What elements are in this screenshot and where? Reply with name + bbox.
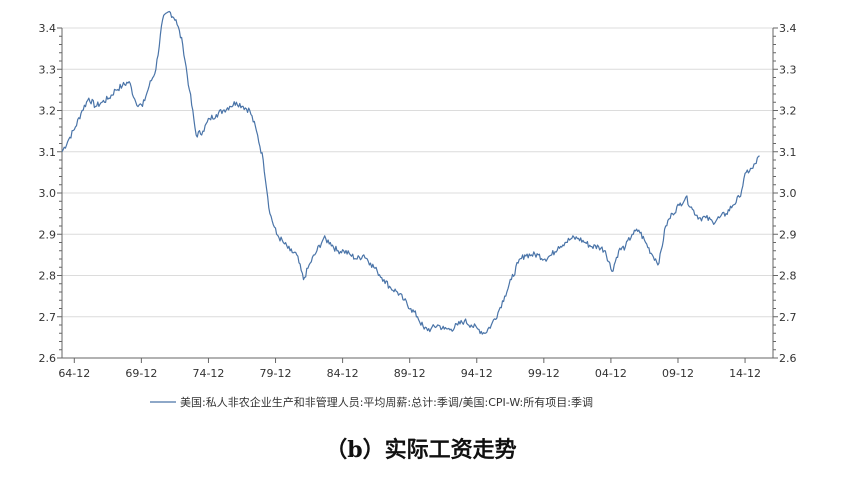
legend: 美国:私人非农企业生产和非管理人员:平均周薪:总计:季调/美国:CPI-W:所有… <box>150 395 593 409</box>
y-tick-label-right: 2.7 <box>779 311 797 324</box>
y-tick-label-left: 2.7 <box>39 311 57 324</box>
legend-label: 美国:私人非农企业生产和非管理人员:平均周薪:总计:季调/美国:CPI-W:所有… <box>180 395 593 409</box>
series-layer <box>61 10 760 335</box>
y-tick-label-right: 2.8 <box>779 270 797 283</box>
y-tick-label-left: 2.6 <box>39 352 57 365</box>
axes: 3.4 3.4 3.3 3.3 3.2 3.2 3.1 3.1 3.0 3.0 2.9 2.9 2.8 2… <box>39 22 797 380</box>
y-tick-label-right: 3.2 <box>779 105 797 118</box>
y-tick-label-left: 3.0 <box>39 187 57 200</box>
x-tick-label: 14-12 <box>729 367 761 380</box>
x-tick-label: 09-12 <box>662 367 694 380</box>
x-tick-label: 04-12 <box>595 367 627 380</box>
x-tick-label: 84-12 <box>327 367 359 380</box>
y-tick-label-left: 2.9 <box>39 228 57 241</box>
y-tick-label-right: 2.9 <box>779 228 797 241</box>
y-tick-label-left: 3.1 <box>39 146 57 159</box>
x-tick-label: 89-12 <box>394 367 426 380</box>
y-tick-label-right: 3.3 <box>779 63 797 76</box>
x-tick-label: 99-12 <box>528 367 560 380</box>
x-tick-label: 64-12 <box>58 367 90 380</box>
x-tick-label: 79-12 <box>260 367 292 380</box>
x-tick-label: 74-12 <box>192 367 224 380</box>
y-tick-label-right: 2.6 <box>779 352 797 365</box>
x-tick-label: 69-12 <box>125 367 157 380</box>
grid-lines <box>62 27 773 359</box>
y-tick-label-left: 2.8 <box>39 270 57 283</box>
y-tick-label-right: 3.1 <box>779 146 797 159</box>
series-line <box>61 10 760 335</box>
chart: 3.4 3.4 3.3 3.3 3.2 3.2 3.1 3.1 3.0 3.0 2.9 2.9 2.8 2… <box>39 10 797 409</box>
x-tick-label: 94-12 <box>461 367 493 380</box>
y-tick-label-right: 3.4 <box>779 22 797 35</box>
chart-caption: （b）实际工资走势 <box>325 437 517 463</box>
y-tick-label-left: 3.2 <box>39 105 57 118</box>
y-tick-label-left: 3.3 <box>39 63 57 76</box>
y-tick-label-left: 3.4 <box>39 22 57 35</box>
y-tick-label-right: 3.0 <box>779 187 797 200</box>
